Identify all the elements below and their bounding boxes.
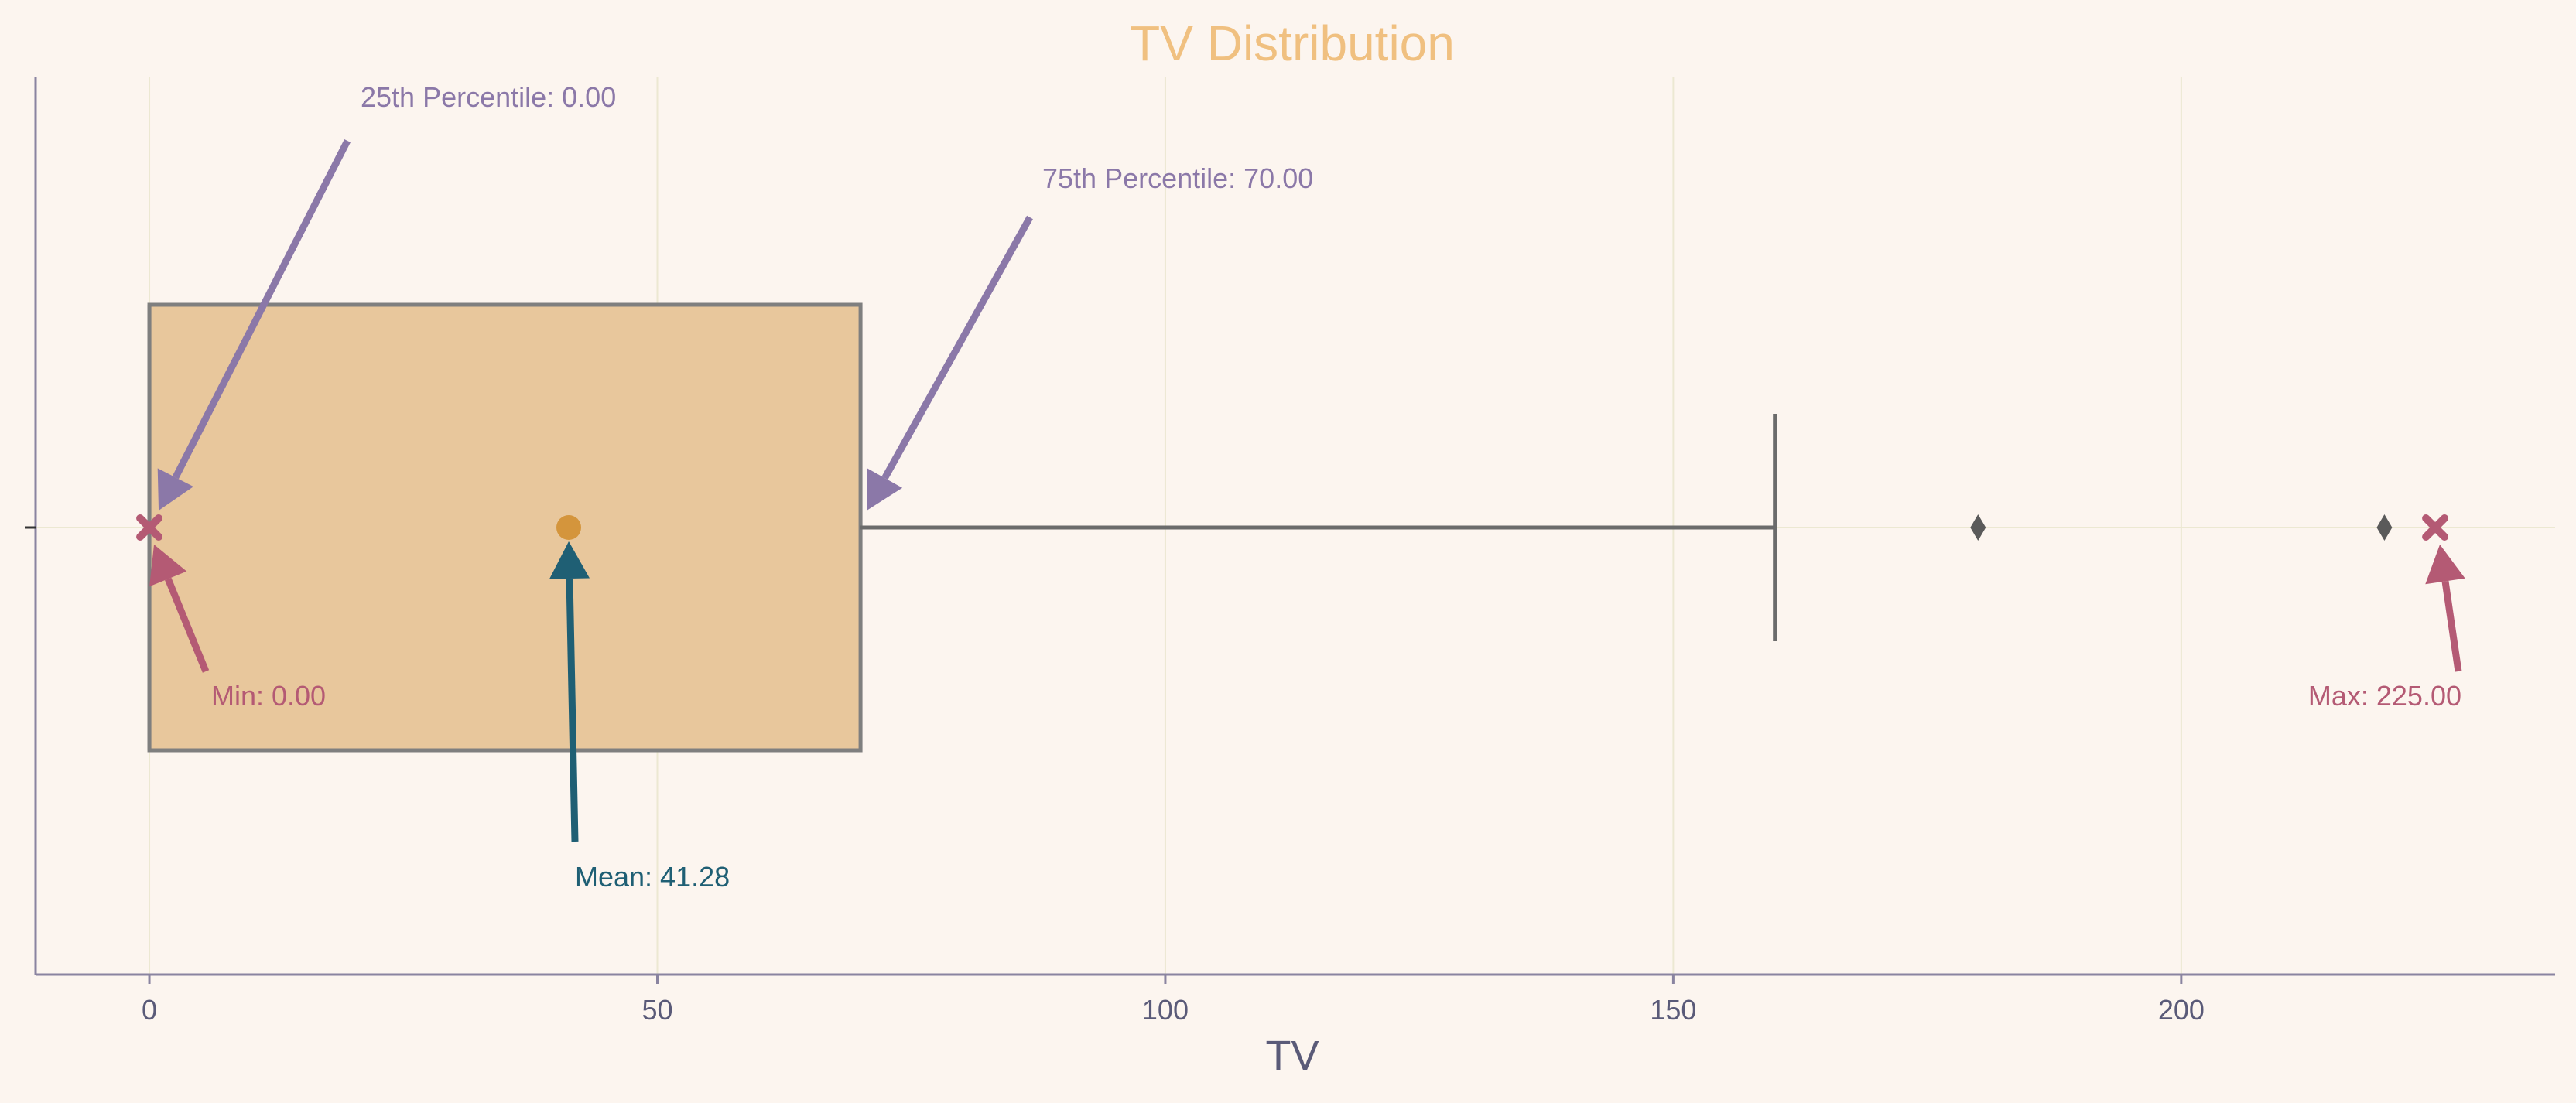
outlier-point [1970,514,1986,541]
annotation-arrow-p75-head [867,468,903,511]
chart-title: TV Distribution [1130,15,1455,71]
annotation-arrow-mean-shaft [566,578,579,842]
annotation-arrow-max-head [2425,545,2465,585]
min-marker [136,514,163,541]
x-axis-title: TV [1265,1033,1319,1079]
outlier-point [2376,514,2393,541]
annotation-arrow-mean-head [549,541,590,579]
x-tick-label: 150 [1650,994,1696,1026]
max-marker [2422,514,2449,541]
annotation-arrow-max-shaft [2441,580,2462,672]
x-tick-label: 50 [641,994,672,1026]
annotation-label-max: Max: 225.00 [2308,680,2461,712]
annotation-arrow-min-head [149,545,187,587]
annotation-arrow-p25-shaft [172,138,351,480]
axes: 0 50 100 150 200 [25,77,2555,1026]
annotation-label-mean: Mean: 41.28 [575,861,730,893]
annotation-label-p25: 25th Percentile: 0.00 [361,81,616,113]
annotation-arrow-p25-head [157,468,194,511]
x-tick-label: 100 [1142,994,1189,1026]
annotation-label-p75: 75th Percentile: 70.00 [1042,162,1313,194]
box-plot [136,302,2449,753]
annotations: 25th Percentile: 0.00 75th Percentile: 70… [149,81,2465,893]
annotation-label-min: Min: 0.00 [211,680,326,712]
annotation-arrow-min-shaft [165,577,210,673]
mean-marker [556,515,582,540]
x-tick-label: 0 [142,994,157,1026]
annotation-arrow-p75-shaft [881,215,1033,480]
x-tick-label: 200 [2158,994,2205,1026]
